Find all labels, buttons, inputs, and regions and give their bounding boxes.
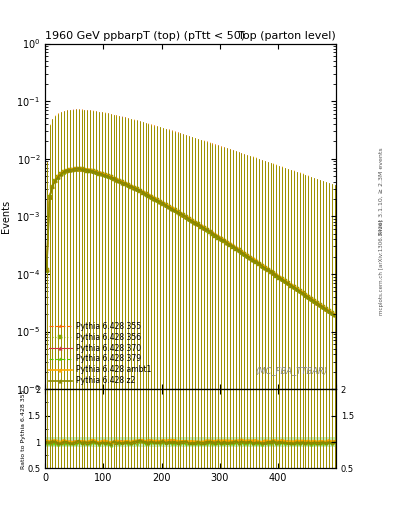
Pythia 6.428 ambt1: [321, 303, 325, 309]
Pythia 6.428 z2: [44, 267, 49, 273]
Pythia 6.428 370: [196, 221, 200, 227]
Pythia 6.428 356: [44, 267, 49, 273]
Title: pT (top) (pTtt < 50): pT (top) (pTtt < 50): [136, 31, 245, 41]
Y-axis label: Events: Events: [0, 200, 11, 233]
Pythia 6.428 ambt1: [332, 311, 337, 317]
Pythia 6.428 z2: [76, 165, 81, 172]
Pythia 6.428 z2: [332, 312, 337, 318]
Text: mcplots.cern.ch [arXiv:1306.3436]: mcplots.cern.ch [arXiv:1306.3436]: [379, 220, 384, 315]
Pythia 6.428 z2: [103, 172, 107, 178]
Pythia 6.428 z2: [312, 298, 317, 304]
Line: Pythia 6.428 z2: Pythia 6.428 z2: [45, 166, 336, 317]
Pythia 6.428 355: [312, 298, 317, 304]
Pythia 6.428 370: [103, 171, 107, 177]
Pythia 6.428 370: [332, 311, 337, 317]
Pythia 6.428 379: [196, 222, 200, 228]
Pythia 6.428 370: [312, 297, 317, 304]
Pythia 6.428 370: [219, 236, 224, 242]
Pythia 6.428 356: [219, 236, 224, 242]
Pythia 6.428 z2: [196, 221, 200, 227]
Line: Pythia 6.428 355: Pythia 6.428 355: [45, 167, 336, 316]
Pythia 6.428 355: [219, 236, 224, 242]
Pythia 6.428 356: [321, 304, 325, 310]
Pythia 6.428 356: [114, 177, 119, 183]
Pythia 6.428 ambt1: [103, 171, 107, 177]
Legend: Pythia 6.428 355, Pythia 6.428 356, Pythia 6.428 370, Pythia 6.428 379, Pythia 6: Pythia 6.428 355, Pythia 6.428 356, Pyth…: [48, 320, 152, 387]
Pythia 6.428 ambt1: [312, 297, 317, 303]
Pythia 6.428 379: [103, 173, 107, 179]
Pythia 6.428 ambt1: [196, 221, 200, 227]
Pythia 6.428 355: [44, 267, 49, 273]
Pythia 6.428 356: [103, 172, 107, 178]
Pythia 6.428 355: [332, 312, 337, 318]
Pythia 6.428 355: [321, 304, 325, 310]
Pythia 6.428 356: [332, 312, 337, 318]
Pythia 6.428 z2: [321, 304, 325, 310]
Pythia 6.428 379: [219, 237, 224, 243]
Pythia 6.428 ambt1: [219, 234, 224, 241]
Pythia 6.428 370: [321, 303, 325, 309]
Pythia 6.428 ambt1: [73, 165, 78, 171]
Pythia 6.428 356: [196, 221, 200, 227]
Pythia 6.428 z2: [114, 177, 119, 183]
Pythia 6.428 379: [321, 305, 325, 311]
Pythia 6.428 356: [73, 166, 78, 172]
Pythia 6.428 355: [103, 172, 107, 178]
Pythia 6.428 370: [114, 176, 119, 182]
Pythia 6.428 379: [332, 312, 337, 318]
Pythia 6.428 379: [114, 177, 119, 183]
Pythia 6.428 379: [73, 166, 78, 173]
Pythia 6.428 z2: [219, 236, 224, 242]
Line: Pythia 6.428 356: Pythia 6.428 356: [45, 167, 336, 317]
Pythia 6.428 355: [114, 177, 119, 183]
Pythia 6.428 355: [196, 221, 200, 227]
Text: (MC_FBA_TTBAR): (MC_FBA_TTBAR): [255, 366, 327, 375]
Pythia 6.428 379: [44, 268, 49, 274]
Text: Rivet 3.1.10, ≥ 2.3M events: Rivet 3.1.10, ≥ 2.3M events: [379, 147, 384, 234]
Pythia 6.428 370: [73, 165, 78, 171]
Pythia 6.428 ambt1: [44, 266, 49, 272]
Line: Pythia 6.428 370: Pythia 6.428 370: [45, 166, 336, 316]
Pythia 6.428 370: [44, 266, 49, 272]
Pythia 6.428 356: [312, 298, 317, 305]
Pythia 6.428 ambt1: [114, 176, 119, 182]
Pythia 6.428 379: [312, 298, 317, 305]
Line: Pythia 6.428 ambt1: Pythia 6.428 ambt1: [45, 166, 336, 316]
Text: Top (parton level): Top (parton level): [238, 31, 336, 41]
Text: 1960 GeV ppbar: 1960 GeV ppbar: [45, 31, 136, 41]
Pythia 6.428 355: [73, 165, 78, 172]
Line: Pythia 6.428 379: Pythia 6.428 379: [45, 167, 336, 317]
Y-axis label: Ratio to Pythia 6.428 355: Ratio to Pythia 6.428 355: [21, 389, 26, 468]
